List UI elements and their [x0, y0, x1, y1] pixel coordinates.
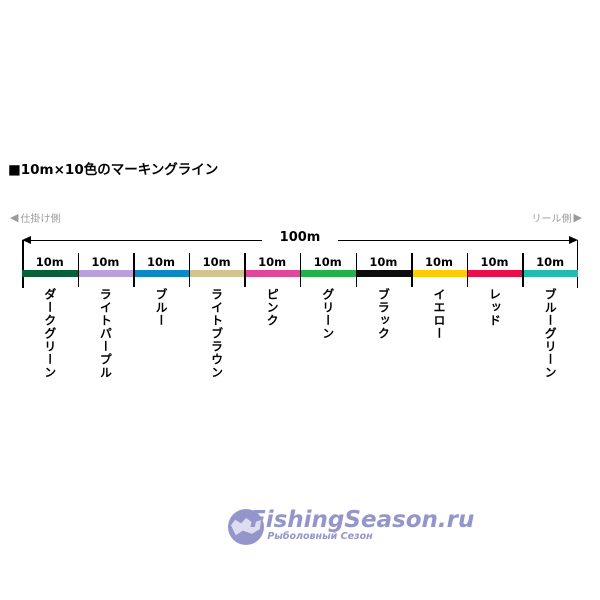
- segment-color-name: ブラック: [376, 288, 391, 340]
- segment-divider: [77, 253, 80, 287]
- segment-color-name: ピンク: [265, 288, 280, 327]
- segment-color-band: [244, 270, 300, 277]
- span-arrowhead-right: [569, 236, 578, 244]
- segment-color-band: [299, 270, 356, 277]
- segment-color-name: ライトブラウン: [209, 288, 224, 379]
- color-segment: 10m ピンク: [244, 253, 300, 327]
- total-length-arrow: 100m: [22, 230, 578, 248]
- segment-color-band: [133, 270, 189, 277]
- segment-divider: [522, 253, 524, 287]
- span-arrowhead-left: [22, 236, 31, 244]
- segment-color-name: イエロー: [431, 288, 446, 340]
- segment-color-name: ブルーグリーン: [543, 288, 558, 379]
- segment-divider: [355, 253, 358, 287]
- color-segment: 10m ブラック: [355, 253, 412, 340]
- segment-distance-label: 10m: [258, 255, 287, 269]
- watermark-main-text: FishingSeason.ru: [250, 507, 475, 533]
- reel-side-caption: リール側 ▶: [532, 210, 582, 225]
- scale-endcap-right: [576, 240, 578, 288]
- watermark-sub-text: Рыболовный Сезон: [267, 531, 373, 542]
- segment-color-name: ダークグリーン: [42, 288, 57, 379]
- segment-divider: [188, 253, 191, 287]
- left-arrow-icon: ◀: [10, 211, 19, 224]
- segment-divider: [299, 253, 302, 287]
- segment-distance-label: 10m: [146, 255, 175, 269]
- reel-side-label: リール側: [531, 214, 572, 225]
- color-segment: 10m ライトブラウン: [188, 253, 245, 379]
- segment-color-name: レッド: [487, 288, 502, 327]
- segment-color-band: [355, 270, 412, 277]
- color-segments-row: 10m ダークグリーン 10m ライトパープル 10m ブルー 10m ライトブラウン 10m ピ…: [22, 253, 578, 379]
- color-segment: 10m イエロー: [411, 253, 467, 340]
- globe-icon: [228, 509, 264, 545]
- segment-divider: [133, 253, 135, 287]
- color-segment: 10m ブルーグリーン: [522, 253, 578, 379]
- segment-color-band: [411, 270, 467, 277]
- color-segment: 10m ブルー: [133, 253, 189, 327]
- color-segment: 10m グリーン: [299, 253, 356, 340]
- rig-side-label: 仕掛け側: [20, 214, 61, 225]
- color-segment: 10m レッド: [466, 253, 523, 327]
- scale-endcap-left: [22, 240, 24, 288]
- segment-distance-label: 10m: [369, 255, 398, 269]
- color-segment: 10m ダークグリーン: [22, 254, 78, 379]
- right-arrow-icon: ▶: [573, 211, 582, 224]
- segment-color-band: [77, 270, 134, 277]
- segment-divider: [466, 253, 469, 287]
- page-title: ■10m×10色のマーキングライン: [8, 162, 219, 178]
- segment-divider: [411, 253, 413, 287]
- segment-color-band: [188, 270, 245, 277]
- rig-side-caption: ◀ 仕掛け側: [10, 210, 60, 225]
- segment-distance-label: 10m: [313, 255, 342, 269]
- segment-color-name: ライトパープル: [98, 288, 113, 379]
- span-line-right: [338, 240, 570, 241]
- total-length-label: 100m: [274, 230, 326, 245]
- site-watermark: FishingSeason.ru Рыболовный Сезон: [228, 507, 475, 549]
- segment-divider: [244, 253, 246, 287]
- segment-color-band: [22, 270, 78, 277]
- segment-distance-label: 10m: [202, 255, 231, 269]
- segment-distance-label: 10m: [424, 255, 453, 269]
- segment-distance-label: 10m: [536, 255, 565, 269]
- marking-line-diagram: ◀ 仕掛け側 リール側 ▶ 100m 10m ダークグリーン 10m ライトパープル 1…: [0, 210, 600, 545]
- segment-color-name: グリーン: [320, 288, 335, 340]
- segment-distance-label: 10m: [35, 255, 64, 269]
- color-segment: 10m ライトパープル: [77, 253, 134, 379]
- segment-color-band: [522, 270, 578, 277]
- segment-distance-label: 10m: [91, 255, 120, 269]
- span-line-left: [30, 240, 262, 241]
- segment-color-name: ブルー: [153, 288, 168, 327]
- segment-color-band: [466, 270, 523, 277]
- segment-distance-label: 10m: [480, 255, 509, 269]
